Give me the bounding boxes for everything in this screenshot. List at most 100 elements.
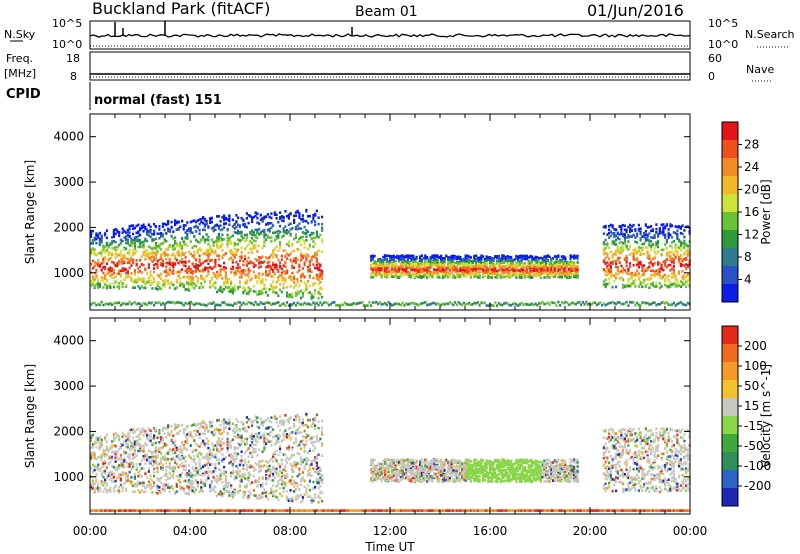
- heatmap-cell: [196, 248, 199, 252]
- heatmap-cell: [518, 255, 521, 258]
- heatmap-cell: [667, 254, 670, 257]
- heatmap-cell: [116, 466, 119, 469]
- heatmap-cell: [247, 271, 250, 274]
- heatmap-cell: [398, 268, 401, 271]
- heatmap-cell: [105, 302, 108, 305]
- heatmap-cell: [422, 263, 425, 266]
- heatmap-cell: [496, 261, 499, 265]
- heatmap-cell: [258, 244, 261, 248]
- heatmap-cell: [492, 268, 495, 272]
- heatmap-cell: [501, 303, 504, 307]
- heatmap-cell: [618, 301, 621, 304]
- heatmap-cell: [135, 250, 138, 253]
- heatmap-cell: [671, 246, 674, 249]
- heatmap-cell: [489, 266, 492, 269]
- heatmap-cell: [107, 449, 110, 453]
- heatmap-cell: [378, 263, 381, 267]
- heatmap-cell: [230, 252, 233, 255]
- heatmap-cell: [252, 303, 255, 307]
- heatmap-cell: [464, 275, 467, 278]
- heatmap-cell: [489, 262, 492, 265]
- heatmap-cell: [506, 273, 509, 276]
- heatmap-cell: [515, 263, 518, 266]
- heatmap-cell: [279, 217, 282, 220]
- heatmap-cell: [144, 250, 147, 254]
- heatmap-cell: [286, 252, 289, 256]
- heatmap-cell: [132, 249, 135, 252]
- heatmap-cell: [279, 246, 282, 249]
- heatmap-cell: [256, 212, 259, 215]
- heatmap-cell: [109, 446, 112, 449]
- heatmap-cell: [156, 266, 159, 270]
- heatmap-cell: [499, 259, 502, 263]
- heatmap-cell: [681, 278, 684, 281]
- heatmap-cell: [455, 265, 458, 269]
- heatmap-cell: [685, 225, 688, 229]
- heatmap-cell: [93, 252, 96, 256]
- heatmap-cell: [434, 270, 437, 274]
- heatmap-cell: [209, 218, 212, 222]
- heatmap-cell: [217, 254, 220, 258]
- heatmap-cell: [202, 221, 205, 225]
- heatmap-cell: [609, 301, 612, 305]
- heatmap-cell: [678, 256, 681, 259]
- colorbar-tick-label: 20: [744, 183, 759, 197]
- heatmap-cell: [177, 274, 180, 278]
- heatmap-cell: [293, 259, 296, 262]
- heatmap-cell: [291, 244, 294, 247]
- heatmap-cell: [165, 268, 168, 272]
- power-colorbar-label: Power [dB]: [759, 179, 773, 244]
- heatmap-cell: [653, 250, 656, 254]
- heatmap-cell: [382, 263, 385, 266]
- heatmap-cell: [616, 236, 619, 239]
- heatmap-cell: [483, 274, 486, 278]
- heatmap-cell: [508, 266, 511, 269]
- heatmap-cell: [112, 285, 115, 289]
- heatmap-cell: [629, 244, 632, 248]
- heatmap-cell: [604, 270, 607, 273]
- heatmap-cell: [126, 275, 129, 278]
- heatmap-cell: [492, 257, 495, 260]
- heatmap-cell: [672, 231, 675, 234]
- heatmap-cell: [111, 236, 114, 239]
- heatmap-cell: [207, 235, 210, 239]
- heatmap-cell: [97, 285, 100, 288]
- heatmap-cell: [126, 231, 129, 234]
- heatmap-cell: [149, 258, 152, 261]
- heatmap-cell: [441, 257, 444, 260]
- heatmap-cell: [251, 251, 254, 254]
- heatmap-cell: [475, 254, 478, 257]
- heatmap-cell: [308, 284, 311, 288]
- heatmap-cell: [660, 268, 663, 271]
- heatmap-cell: [569, 303, 572, 306]
- heatmap-cell: [107, 448, 110, 451]
- heatmap-cell: [98, 447, 101, 451]
- heatmap-cell: [560, 263, 563, 267]
- heatmap-cell: [263, 260, 266, 263]
- heatmap-cell: [459, 257, 462, 260]
- heatmap-cell: [433, 261, 436, 264]
- heatmap-cell: [287, 254, 290, 257]
- heatmap-cell: [424, 255, 427, 258]
- heatmap-cell: [548, 263, 551, 266]
- heatmap-cell: [104, 449, 107, 453]
- heatmap-cell: [503, 271, 506, 275]
- heatmap-cell: [156, 282, 159, 286]
- heatmap-cell: [231, 265, 234, 269]
- heatmap-cell: [128, 243, 131, 247]
- heatmap-cell: [450, 258, 453, 262]
- heatmap-cell: [445, 272, 448, 275]
- heatmap-cell: [284, 265, 287, 269]
- heatmap-cell: [511, 269, 514, 272]
- heatmap-cell: [552, 301, 555, 305]
- heatmap-cell: [270, 221, 273, 225]
- heatmap-cell: [515, 274, 518, 277]
- colorbar-segment: [722, 212, 738, 231]
- heatmap-cell: [259, 265, 262, 268]
- heatmap-cell: [193, 219, 196, 222]
- heatmap-cell: [216, 254, 219, 257]
- heatmap-cell: [97, 282, 100, 286]
- heatmap-cell: [613, 252, 616, 256]
- heatmap-cell: [536, 256, 539, 259]
